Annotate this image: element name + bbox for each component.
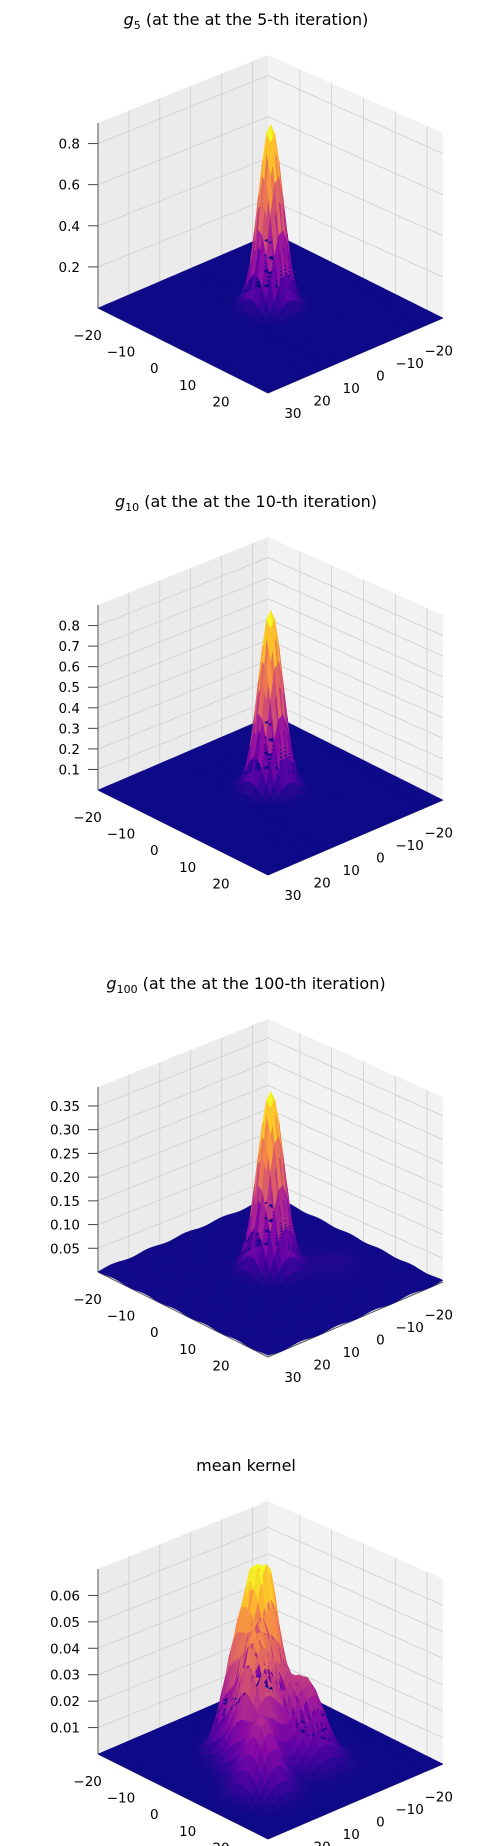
x-tick-label: 20 bbox=[212, 877, 229, 893]
z-tick-label: 0.4 bbox=[59, 219, 80, 235]
y-tick-label: 20 bbox=[313, 875, 330, 891]
y-tick-label: 30 bbox=[284, 888, 301, 904]
x-tick-label: −10 bbox=[107, 827, 136, 843]
z-tick-label: 0.7 bbox=[59, 639, 80, 655]
z-tick-label: 0.1 bbox=[59, 762, 80, 778]
x-tick-label: 10 bbox=[179, 1342, 196, 1358]
z-tick-label: 0.8 bbox=[59, 619, 80, 635]
y-tick-label: −10 bbox=[395, 356, 424, 372]
x-tick-label: 10 bbox=[179, 378, 196, 394]
grid-line bbox=[97, 116, 444, 196]
title-text: (at the at the 5-th iteration) bbox=[141, 10, 369, 29]
z-tick-label: 0.4 bbox=[59, 701, 80, 717]
y-tick-label: 10 bbox=[343, 863, 360, 879]
chart-panel-2: 0.10.20.30.40.50.60.70.8−20−100102030201… bbox=[59, 492, 453, 904]
back-wall-left bbox=[98, 55, 268, 308]
z-tick-label: 0.25 bbox=[50, 1146, 80, 1162]
chart-panel-3: 0.050.100.150.200.250.300.35−20−10010203… bbox=[50, 974, 453, 1386]
chart-title: g5 (at the at the 5-th iteration) bbox=[124, 10, 369, 32]
z-tick-label: 0.2 bbox=[59, 742, 80, 758]
x-tick-label: 0 bbox=[150, 843, 159, 859]
z-tick-label: 0.8 bbox=[59, 137, 80, 153]
y-tick-label: −20 bbox=[425, 1307, 454, 1323]
z-tick-label: 0.10 bbox=[50, 1218, 80, 1234]
z-tick-label: 0.5 bbox=[59, 680, 80, 696]
x-tick-label: −10 bbox=[107, 1309, 136, 1325]
y-tick-label: 30 bbox=[284, 406, 301, 422]
z-tick-label: 0.6 bbox=[59, 178, 80, 194]
z-tick-label: 0.15 bbox=[50, 1194, 80, 1210]
z-tick-label: 0.20 bbox=[50, 1170, 80, 1186]
title-text: (at the at the 10-th iteration) bbox=[139, 492, 377, 511]
z-tick-label: 0.2 bbox=[59, 260, 80, 276]
x-tick-label: 0 bbox=[150, 361, 159, 377]
x-tick-label: −10 bbox=[107, 345, 136, 361]
y-tick-label: −20 bbox=[425, 825, 454, 841]
z-tick-label: 0.30 bbox=[50, 1123, 80, 1139]
title-subscript: 5 bbox=[134, 19, 141, 32]
x-tick-label: 20 bbox=[212, 1359, 229, 1375]
x-tick-label: −20 bbox=[73, 1292, 102, 1308]
y-tick-label: 0 bbox=[376, 850, 385, 866]
x-tick-label: 10 bbox=[179, 860, 196, 876]
surface bbox=[97, 124, 444, 394]
grid-line bbox=[97, 75, 444, 154]
title-symbol: g bbox=[115, 492, 125, 511]
y-tick-label: −10 bbox=[395, 838, 424, 854]
x-tick-label: −20 bbox=[73, 810, 102, 826]
x-tick-label: −20 bbox=[73, 328, 102, 344]
y-tick-label: −10 bbox=[395, 1320, 424, 1336]
x-tick-label: 20 bbox=[212, 395, 229, 411]
title-subscript: 10 bbox=[125, 501, 139, 514]
z-tick-label: 0.05 bbox=[50, 1241, 80, 1257]
y-tick-label: 0 bbox=[376, 1332, 385, 1348]
z-tick-label: 0.3 bbox=[59, 721, 80, 737]
y-tick-label: 0 bbox=[376, 368, 385, 384]
z-tick-label: 0.35 bbox=[50, 1099, 80, 1115]
chart-title: g10 (at the at the 10-th iteration) bbox=[115, 492, 377, 514]
x-tick-label: 0 bbox=[150, 1325, 159, 1341]
title-symbol: g bbox=[124, 10, 134, 29]
y-tick-label: 30 bbox=[284, 1370, 301, 1386]
y-tick-label: −20 bbox=[425, 343, 454, 359]
y-tick-label: 10 bbox=[343, 1345, 360, 1361]
y-tick-label: 20 bbox=[313, 1357, 330, 1373]
y-tick-label: 20 bbox=[313, 393, 330, 409]
y-tick-label: 10 bbox=[343, 381, 360, 397]
z-tick-label: 0.6 bbox=[59, 660, 80, 676]
